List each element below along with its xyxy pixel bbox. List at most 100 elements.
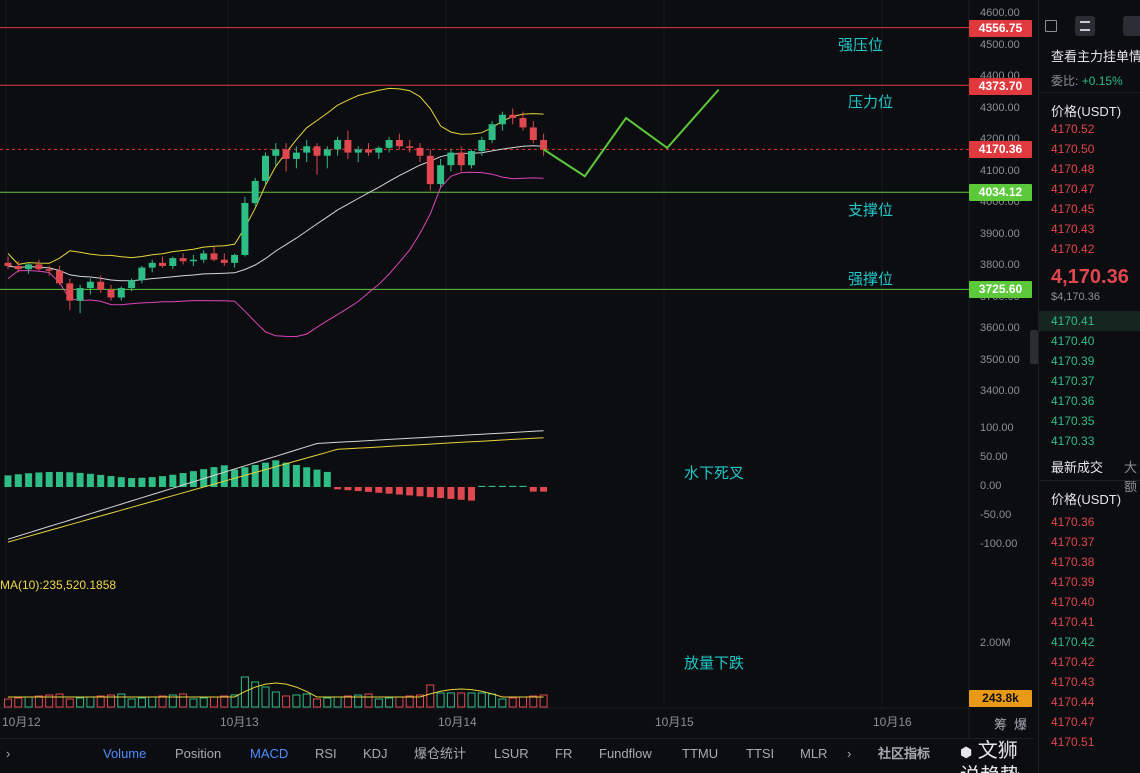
chart-area[interactable]: 4600.00 4500.00 4400.00 4300.00 4200.00 4100.… [0, 0, 1034, 738]
ask-row[interactable]: 4170.52 [1051, 122, 1095, 136]
orderbook-title[interactable]: 查看主力挂单情 [1051, 49, 1140, 64]
volume-bar [251, 681, 260, 708]
candle-body [447, 152, 455, 166]
ask-row[interactable]: 4170.47 [1051, 182, 1095, 196]
bid-row[interactable]: 4170.41 [1051, 314, 1095, 328]
community-indicators-button[interactable]: 社区指标 [878, 746, 931, 761]
ratio-value: +0.15% [1081, 74, 1123, 88]
tab-kdj[interactable]: KDJ [363, 746, 388, 761]
volume-bar [436, 692, 445, 708]
bid-row[interactable]: 4170.37 [1051, 374, 1095, 388]
panel-splitter[interactable] [1030, 330, 1038, 364]
volume-bar [405, 695, 414, 708]
trade-row: 4170.36 [1051, 515, 1095, 529]
resistance-tag: 4373.70 [969, 78, 1032, 95]
trade-row: 4170.42 [1051, 635, 1095, 649]
tab-ttmu[interactable]: TTMU [682, 746, 719, 761]
last-price: 4,170.36 [1051, 266, 1129, 288]
candle-body [416, 147, 424, 156]
macd-bar [540, 487, 548, 492]
tab-liquidation[interactable]: 爆仓统计 [414, 746, 467, 761]
tab-large-trades[interactable]: 大额 [1124, 460, 1138, 494]
volume-bar [302, 693, 311, 708]
candle-body [498, 114, 506, 125]
layout-toggle-icon[interactable] [1045, 20, 1057, 32]
macd-bar [210, 467, 218, 487]
tab-latest-trades[interactable]: 最新成交 [1051, 460, 1104, 475]
candle-body [138, 267, 146, 281]
volume-bar [230, 694, 239, 708]
tab-mlr[interactable]: MLR [800, 746, 828, 761]
expand-chevron-icon[interactable]: › [6, 746, 11, 761]
current-price-tag: 4170.36 [969, 141, 1032, 158]
volume-bar [24, 696, 33, 708]
ask-row[interactable]: 4170.45 [1051, 202, 1095, 216]
tab-fundflow[interactable]: Fundflow [599, 746, 652, 761]
candle-body [406, 146, 414, 148]
macd-bar [148, 477, 156, 487]
bid-row[interactable]: 4170.39 [1051, 354, 1095, 368]
macd-tick: -50.00 [980, 509, 1012, 521]
volume-bar [457, 692, 466, 708]
tab-fr[interactable]: FR [555, 746, 573, 761]
macd-bar [426, 487, 434, 498]
macd-annotation: 水下死叉 [684, 464, 745, 482]
liquidation-button[interactable]: 爆 [1014, 717, 1028, 732]
candle-body [282, 149, 290, 159]
volume-bar [446, 692, 455, 708]
candle-body [189, 259, 197, 262]
tab-macd[interactable]: MACD [250, 746, 289, 761]
tab-lsur[interactable]: LSUR [494, 746, 529, 761]
macd-bar [488, 485, 496, 487]
ask-row[interactable]: 4170.50 [1051, 142, 1095, 156]
bid-highlight [1039, 311, 1140, 331]
candle-body [272, 149, 280, 156]
candle-body [241, 203, 249, 255]
volume-bar [539, 694, 548, 708]
bid-row[interactable]: 4170.40 [1051, 334, 1095, 348]
tab-volume[interactable]: Volume [103, 746, 147, 761]
macd-bar [395, 487, 403, 495]
ask-row[interactable]: 4170.48 [1051, 162, 1095, 176]
macd-bar [56, 471, 63, 487]
support-tag: 4034.12 [969, 184, 1032, 201]
wechat-icon: ⬢ [960, 744, 973, 760]
bid-row[interactable]: 4170.35 [1051, 414, 1095, 428]
trade-row: 4170.42 [1051, 655, 1095, 669]
orderbook-mode-icon[interactable] [1075, 16, 1095, 36]
macd-bar [179, 473, 187, 487]
tab-ttsi[interactable]: TTSI [746, 746, 775, 761]
candle-body [148, 262, 156, 268]
candle-body [478, 140, 486, 152]
trade-row: 4170.41 [1051, 615, 1095, 629]
candle-body [262, 155, 269, 181]
volume-bar [395, 696, 404, 708]
macd-bar [220, 465, 228, 487]
time-label: 10月16 [873, 715, 912, 729]
volume-bar [107, 694, 115, 708]
volume-bar [34, 695, 43, 708]
divider [1039, 480, 1140, 481]
price-tick: 3800.00 [980, 259, 1020, 271]
bid-row[interactable]: 4170.36 [1051, 394, 1095, 408]
volume-bar [220, 695, 229, 708]
ratio-row: 委比: +0.15% [1051, 72, 1123, 89]
macd-bar [344, 487, 352, 491]
candle-body [313, 146, 321, 156]
more-tabs-chevron-icon[interactable]: › [847, 746, 852, 761]
tab-rsi[interactable]: RSI [315, 746, 337, 761]
ask-row[interactable]: 4170.43 [1051, 222, 1095, 236]
bid-row[interactable]: 4170.33 [1051, 434, 1095, 448]
ask-row[interactable]: 4170.42 [1051, 242, 1095, 256]
volume-bar [4, 698, 12, 708]
volume-bar [477, 692, 486, 708]
candle-body [66, 283, 74, 301]
volume-ma-label: MA(10):235,520.1858 [0, 578, 117, 592]
volume-bar [426, 684, 435, 708]
time-label: 10月13 [220, 715, 259, 729]
orderbook-mode-icon-2[interactable] [1123, 16, 1140, 36]
tab-position[interactable]: Position [175, 746, 222, 761]
chip-button[interactable]: 筹 [994, 717, 1008, 732]
kline-chart[interactable] [0, 0, 1034, 738]
macd-bar [35, 472, 43, 487]
